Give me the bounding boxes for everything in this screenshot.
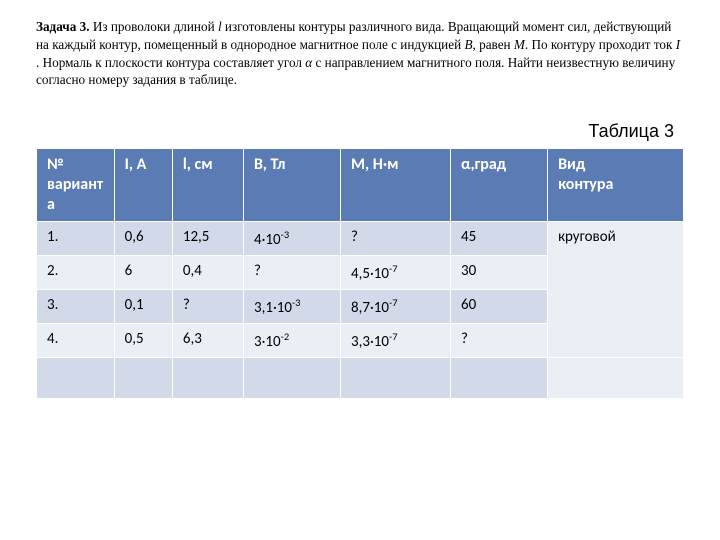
col-variant-l1: № xyxy=(47,155,64,174)
empty-cell xyxy=(451,358,548,399)
sym-B: B xyxy=(464,37,472,52)
cell-B-m: 4 xyxy=(254,231,262,249)
cell-B: 3,1·10-3 xyxy=(244,290,341,324)
table-row: 1. 0,6 12,5 4·10-3 ? 45 круговой xyxy=(37,222,684,256)
col-shape-l1: Вид xyxy=(558,155,585,174)
table-row-empty xyxy=(37,358,684,399)
cell-n: 4. xyxy=(37,324,115,358)
cell-B: ? xyxy=(244,256,341,290)
cell-B: 3·10-2 xyxy=(244,324,341,358)
problem-text-4: . Нормаль к плоскости контура составляет… xyxy=(36,55,305,70)
cell-I: 6 xyxy=(114,256,172,290)
cell-I: 0,5 xyxy=(114,324,172,358)
cell-l: 0,4 xyxy=(172,256,243,290)
cell-M-m: 3,3 xyxy=(351,333,370,351)
ten: 10 xyxy=(374,333,389,351)
col-alpha: α,град xyxy=(451,149,548,222)
problem-label: Задача 3. xyxy=(36,19,90,34)
cell-B-m: 3 xyxy=(254,333,262,351)
cell-M-m: 8,7 xyxy=(351,299,370,317)
empty-cell xyxy=(244,358,341,399)
col-variant: № вариант а xyxy=(37,149,115,222)
col-variant-l3: а xyxy=(47,195,55,214)
cell-l: ? xyxy=(172,290,243,324)
cell-M-e: -7 xyxy=(389,262,398,275)
ten: 10 xyxy=(374,299,389,317)
page: Задача 3. Из проволоки длиной l изготовл… xyxy=(0,0,720,540)
cell-M: 8,7·10-7 xyxy=(341,290,451,324)
problem-text-0: Из проволоки длиной xyxy=(90,19,218,34)
col-shape-l2: контура xyxy=(558,175,613,194)
col-I: I, А xyxy=(114,149,172,222)
col-variant-l2: вариант xyxy=(47,175,103,194)
cell-B-e: -2 xyxy=(281,330,290,343)
cell-M: ? xyxy=(341,222,451,256)
empty-cell xyxy=(37,358,115,399)
cell-I: 0,6 xyxy=(114,222,172,256)
cell-M-e: -7 xyxy=(389,330,398,343)
cell-a: 45 xyxy=(451,222,548,256)
cell-l: 6,3 xyxy=(172,324,243,358)
empty-cell xyxy=(341,358,451,399)
col-M: M, Н·м xyxy=(341,149,451,222)
cell-l: 12,5 xyxy=(172,222,243,256)
sym-M: M xyxy=(514,37,525,52)
col-B: B, Тл xyxy=(244,149,341,222)
problem-text-3: . По контуру проходит ток xyxy=(525,37,676,52)
cell-M-m: 4,5 xyxy=(351,265,370,283)
cell-shape: круговой xyxy=(548,222,684,358)
empty-cell xyxy=(114,358,172,399)
data-table: № вариант а I, А l, см B, Тл M, Н·м α,гр… xyxy=(36,148,684,399)
cell-B-e: -3 xyxy=(292,296,301,309)
problem-statement: Задача 3. Из проволоки длиной l изготовл… xyxy=(36,18,684,89)
cell-B-m: 3,1 xyxy=(254,299,273,317)
table-header-row: № вариант а I, А l, см B, Тл M, Н·м α,гр… xyxy=(37,149,684,222)
col-l: l, см xyxy=(172,149,243,222)
ten: 10 xyxy=(277,299,292,317)
cell-B: 4·10-3 xyxy=(244,222,341,256)
cell-I: 0,1 xyxy=(114,290,172,324)
cell-n: 2. xyxy=(37,256,115,290)
cell-M: 3,3·10-7 xyxy=(341,324,451,358)
cell-a: 30 xyxy=(451,256,548,290)
col-shape: Вид контура xyxy=(548,149,684,222)
cell-M: 4,5·10-7 xyxy=(341,256,451,290)
cell-n: 3. xyxy=(37,290,115,324)
ten: 10 xyxy=(265,333,280,351)
cell-n: 1. xyxy=(37,222,115,256)
sym-I: I xyxy=(676,37,680,52)
ten: 10 xyxy=(265,231,280,249)
cell-a: ? xyxy=(451,324,548,358)
cell-a: 60 xyxy=(451,290,548,324)
table-caption: Таблица 3 xyxy=(36,121,684,142)
cell-M-e: -7 xyxy=(389,296,398,309)
empty-cell xyxy=(172,358,243,399)
empty-cell xyxy=(548,358,684,399)
cell-B-e: -3 xyxy=(281,228,290,241)
problem-text-2: , равен xyxy=(473,37,514,52)
ten: 10 xyxy=(374,265,389,283)
